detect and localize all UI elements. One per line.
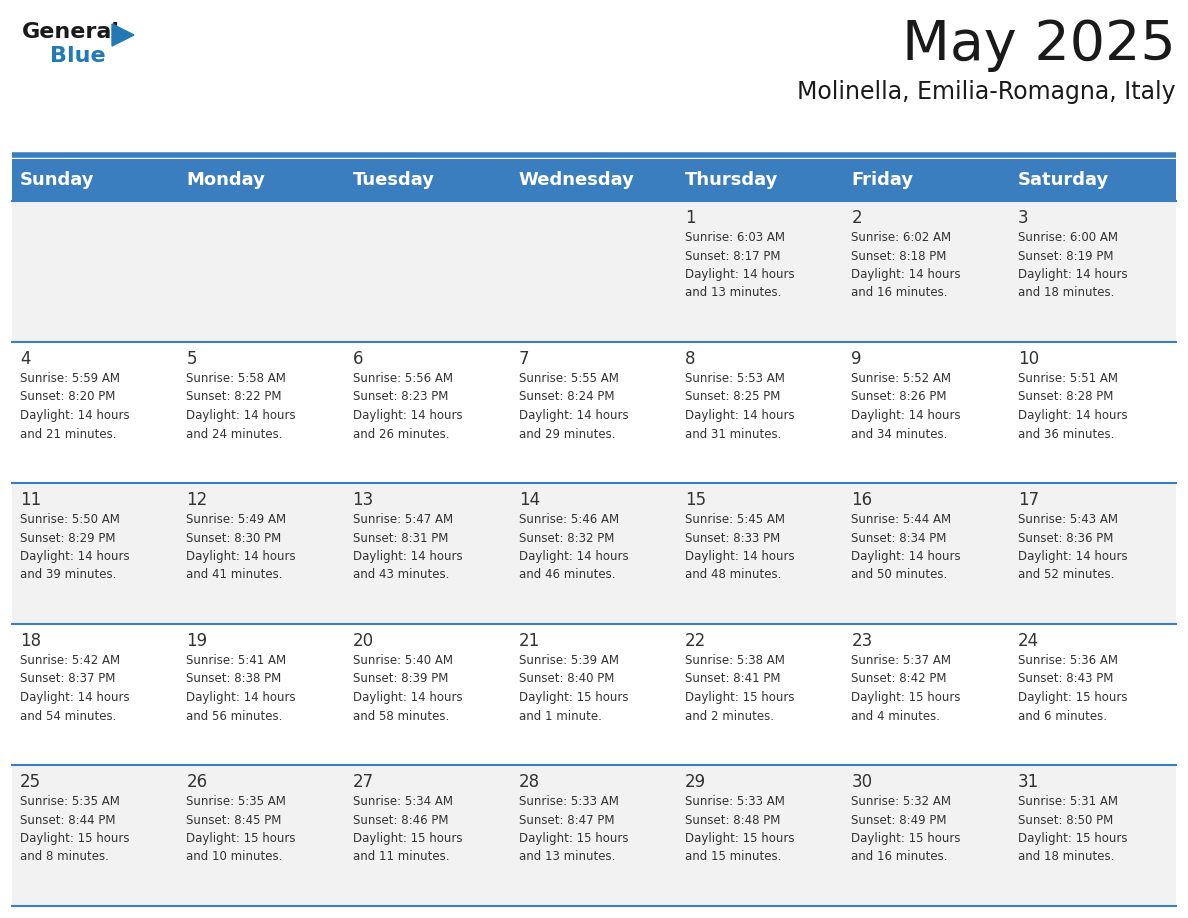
Text: Sunrise: 5:37 AM
Sunset: 8:42 PM
Daylight: 15 hours
and 4 minutes.: Sunrise: 5:37 AM Sunset: 8:42 PM Dayligh… [852,654,961,722]
Text: Sunrise: 5:53 AM
Sunset: 8:25 PM
Daylight: 14 hours
and 31 minutes.: Sunrise: 5:53 AM Sunset: 8:25 PM Dayligh… [685,372,795,441]
Text: 14: 14 [519,491,541,509]
Text: 4: 4 [20,350,31,368]
Text: 30: 30 [852,773,872,791]
Text: Blue: Blue [50,46,106,66]
Text: Saturday: Saturday [1018,171,1108,189]
Text: 29: 29 [685,773,707,791]
Bar [511,159,677,201]
Text: 28: 28 [519,773,541,791]
Text: 6: 6 [353,350,364,368]
Text: May 2025: May 2025 [902,18,1176,72]
Text: Sunrise: 5:44 AM
Sunset: 8:34 PM
Daylight: 14 hours
and 50 minutes.: Sunrise: 5:44 AM Sunset: 8:34 PM Dayligh… [852,513,961,581]
Bar [843,159,1010,201]
Text: 19: 19 [187,632,208,650]
Text: Sunrise: 5:51 AM
Sunset: 8:28 PM
Daylight: 14 hours
and 36 minutes.: Sunrise: 5:51 AM Sunset: 8:28 PM Dayligh… [1018,372,1127,441]
Text: 12: 12 [187,491,208,509]
Text: Molinella, Emilia-Romagna, Italy: Molinella, Emilia-Romagna, Italy [797,80,1176,104]
Text: 22: 22 [685,632,707,650]
Text: 21: 21 [519,632,541,650]
Text: 26: 26 [187,773,208,791]
Text: Thursday: Thursday [685,171,778,189]
Text: Sunrise: 5:35 AM
Sunset: 8:45 PM
Daylight: 15 hours
and 10 minutes.: Sunrise: 5:35 AM Sunset: 8:45 PM Dayligh… [187,795,296,864]
Bar [677,159,843,201]
Text: Sunrise: 6:03 AM
Sunset: 8:17 PM
Daylight: 14 hours
and 13 minutes.: Sunrise: 6:03 AM Sunset: 8:17 PM Dayligh… [685,231,795,299]
Text: 23: 23 [852,632,873,650]
Text: 7: 7 [519,350,530,368]
Text: Sunrise: 5:46 AM
Sunset: 8:32 PM
Daylight: 14 hours
and 46 minutes.: Sunrise: 5:46 AM Sunset: 8:32 PM Dayligh… [519,513,628,581]
Text: 11: 11 [20,491,42,509]
Bar [12,624,1176,765]
Text: Sunrise: 5:36 AM
Sunset: 8:43 PM
Daylight: 15 hours
and 6 minutes.: Sunrise: 5:36 AM Sunset: 8:43 PM Dayligh… [1018,654,1127,722]
Text: Sunrise: 5:45 AM
Sunset: 8:33 PM
Daylight: 14 hours
and 48 minutes.: Sunrise: 5:45 AM Sunset: 8:33 PM Dayligh… [685,513,795,581]
Text: Sunrise: 5:33 AM
Sunset: 8:48 PM
Daylight: 15 hours
and 15 minutes.: Sunrise: 5:33 AM Sunset: 8:48 PM Dayligh… [685,795,795,864]
Text: Sunrise: 5:58 AM
Sunset: 8:22 PM
Daylight: 14 hours
and 24 minutes.: Sunrise: 5:58 AM Sunset: 8:22 PM Dayligh… [187,372,296,441]
Text: 24: 24 [1018,632,1038,650]
Text: 3: 3 [1018,209,1029,227]
Text: General: General [23,22,120,42]
Text: Sunrise: 5:59 AM
Sunset: 8:20 PM
Daylight: 14 hours
and 21 minutes.: Sunrise: 5:59 AM Sunset: 8:20 PM Dayligh… [20,372,129,441]
Text: Friday: Friday [852,171,914,189]
Bar [178,159,345,201]
Text: Tuesday: Tuesday [353,171,435,189]
Text: Sunrise: 5:39 AM
Sunset: 8:40 PM
Daylight: 15 hours
and 1 minute.: Sunrise: 5:39 AM Sunset: 8:40 PM Dayligh… [519,654,628,722]
Text: 13: 13 [353,491,374,509]
Bar [12,342,1176,483]
Text: Sunrise: 5:42 AM
Sunset: 8:37 PM
Daylight: 14 hours
and 54 minutes.: Sunrise: 5:42 AM Sunset: 8:37 PM Dayligh… [20,654,129,722]
Text: 8: 8 [685,350,696,368]
Bar [345,159,511,201]
Text: 10: 10 [1018,350,1038,368]
Text: 25: 25 [20,773,42,791]
Text: Sunday: Sunday [20,171,95,189]
Text: 9: 9 [852,350,862,368]
Text: Sunrise: 5:50 AM
Sunset: 8:29 PM
Daylight: 14 hours
and 39 minutes.: Sunrise: 5:50 AM Sunset: 8:29 PM Dayligh… [20,513,129,581]
Text: 15: 15 [685,491,707,509]
Text: 1: 1 [685,209,696,227]
Text: Sunrise: 6:02 AM
Sunset: 8:18 PM
Daylight: 14 hours
and 16 minutes.: Sunrise: 6:02 AM Sunset: 8:18 PM Dayligh… [852,231,961,299]
Text: 16: 16 [852,491,872,509]
Text: 27: 27 [353,773,374,791]
Bar [12,483,1176,624]
Text: Sunrise: 5:33 AM
Sunset: 8:47 PM
Daylight: 15 hours
and 13 minutes.: Sunrise: 5:33 AM Sunset: 8:47 PM Dayligh… [519,795,628,864]
Text: 18: 18 [20,632,42,650]
Text: Sunrise: 5:38 AM
Sunset: 8:41 PM
Daylight: 15 hours
and 2 minutes.: Sunrise: 5:38 AM Sunset: 8:41 PM Dayligh… [685,654,795,722]
Text: Sunrise: 5:40 AM
Sunset: 8:39 PM
Daylight: 14 hours
and 58 minutes.: Sunrise: 5:40 AM Sunset: 8:39 PM Dayligh… [353,654,462,722]
Polygon shape [112,24,134,46]
Text: Sunrise: 5:56 AM
Sunset: 8:23 PM
Daylight: 14 hours
and 26 minutes.: Sunrise: 5:56 AM Sunset: 8:23 PM Dayligh… [353,372,462,441]
Text: Sunrise: 5:32 AM
Sunset: 8:49 PM
Daylight: 15 hours
and 16 minutes.: Sunrise: 5:32 AM Sunset: 8:49 PM Dayligh… [852,795,961,864]
Text: 20: 20 [353,632,374,650]
Text: 2: 2 [852,209,862,227]
Text: Sunrise: 5:34 AM
Sunset: 8:46 PM
Daylight: 15 hours
and 11 minutes.: Sunrise: 5:34 AM Sunset: 8:46 PM Dayligh… [353,795,462,864]
Bar [12,765,1176,906]
Text: Wednesday: Wednesday [519,171,634,189]
Text: Monday: Monday [187,171,265,189]
Text: Sunrise: 5:35 AM
Sunset: 8:44 PM
Daylight: 15 hours
and 8 minutes.: Sunrise: 5:35 AM Sunset: 8:44 PM Dayligh… [20,795,129,864]
Text: Sunrise: 5:31 AM
Sunset: 8:50 PM
Daylight: 15 hours
and 18 minutes.: Sunrise: 5:31 AM Sunset: 8:50 PM Dayligh… [1018,795,1127,864]
Text: Sunrise: 5:55 AM
Sunset: 8:24 PM
Daylight: 14 hours
and 29 minutes.: Sunrise: 5:55 AM Sunset: 8:24 PM Dayligh… [519,372,628,441]
Bar [1010,159,1176,201]
Text: Sunrise: 5:49 AM
Sunset: 8:30 PM
Daylight: 14 hours
and 41 minutes.: Sunrise: 5:49 AM Sunset: 8:30 PM Dayligh… [187,513,296,581]
Text: 17: 17 [1018,491,1038,509]
Text: 31: 31 [1018,773,1040,791]
Text: Sunrise: 6:00 AM
Sunset: 8:19 PM
Daylight: 14 hours
and 18 minutes.: Sunrise: 6:00 AM Sunset: 8:19 PM Dayligh… [1018,231,1127,299]
Bar [12,201,1176,342]
Text: Sunrise: 5:47 AM
Sunset: 8:31 PM
Daylight: 14 hours
and 43 minutes.: Sunrise: 5:47 AM Sunset: 8:31 PM Dayligh… [353,513,462,581]
Text: Sunrise: 5:41 AM
Sunset: 8:38 PM
Daylight: 14 hours
and 56 minutes.: Sunrise: 5:41 AM Sunset: 8:38 PM Dayligh… [187,654,296,722]
Text: Sunrise: 5:43 AM
Sunset: 8:36 PM
Daylight: 14 hours
and 52 minutes.: Sunrise: 5:43 AM Sunset: 8:36 PM Dayligh… [1018,513,1127,581]
Text: 5: 5 [187,350,197,368]
Text: Sunrise: 5:52 AM
Sunset: 8:26 PM
Daylight: 14 hours
and 34 minutes.: Sunrise: 5:52 AM Sunset: 8:26 PM Dayligh… [852,372,961,441]
Bar [12,159,178,201]
